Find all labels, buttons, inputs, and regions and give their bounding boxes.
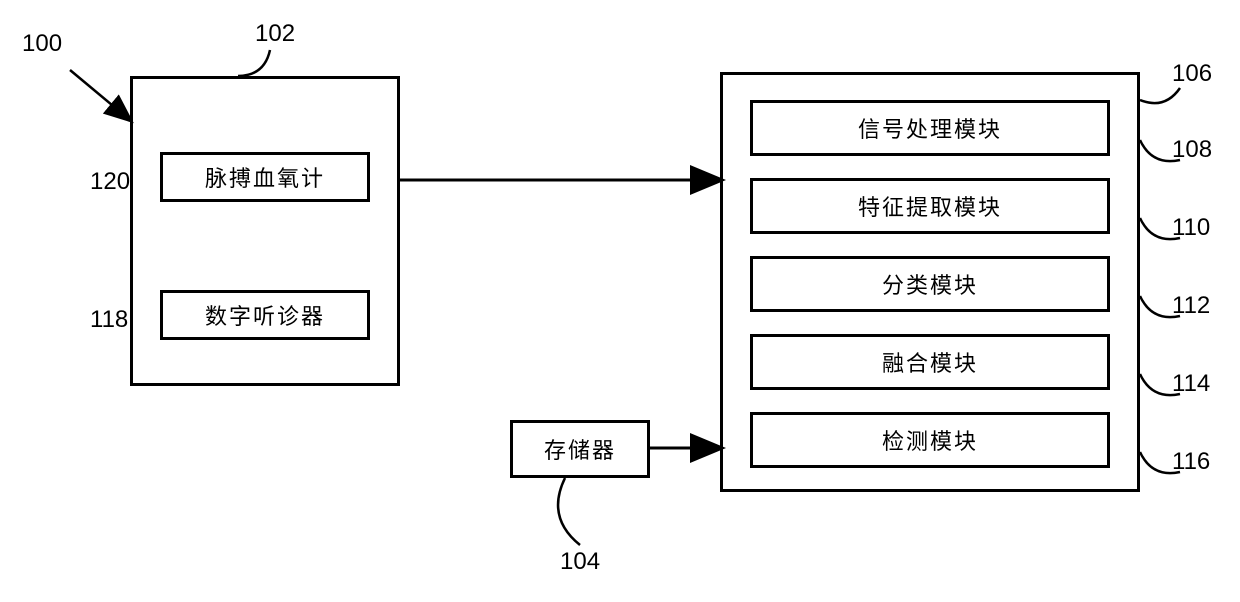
- ref-leader-102: [238, 50, 270, 76]
- ref-label-118: 118: [90, 306, 128, 334]
- ref-label-112: 112: [1172, 292, 1210, 320]
- ref-label-106: 106: [1172, 60, 1212, 88]
- ref-label-100: 100: [22, 30, 62, 58]
- ref-label-108: 108: [1172, 136, 1212, 164]
- ref-leader-106: [1140, 88, 1180, 103]
- ref-label-120: 120: [90, 168, 130, 196]
- ref-label-104: 104: [560, 548, 600, 576]
- ref-label-114: 114: [1172, 370, 1210, 398]
- ref-label-102: 102: [255, 20, 295, 48]
- ref-label-110: 110: [1172, 214, 1210, 242]
- diagram-canvas: 脉搏血氧计数字听诊器存储器信号处理模块特征提取模块分类模块融合模块检测模块100…: [0, 0, 1240, 602]
- ref-leader-104: [558, 478, 580, 545]
- svg-layer: [0, 0, 1240, 602]
- ref-label-116: 116: [1172, 448, 1210, 476]
- ref-leader-100: [70, 70, 130, 120]
